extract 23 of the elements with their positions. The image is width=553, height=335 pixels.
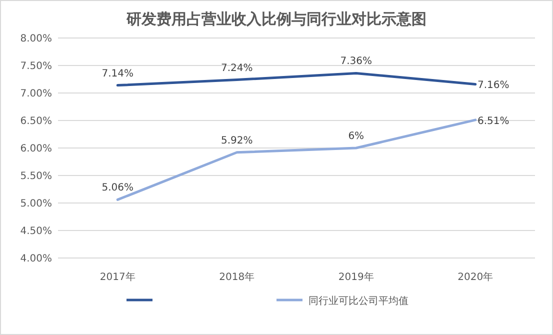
y-tick-label: 7.50% bbox=[20, 61, 52, 72]
y-tick-label: 6.50% bbox=[20, 116, 52, 127]
chart-title: 研发费用占营业收入比例与同行业对比示意图 bbox=[126, 10, 426, 28]
data-label: 7.16% bbox=[477, 80, 510, 92]
y-tick-label: 5.00% bbox=[20, 198, 52, 210]
legend-label: 同行业可比公司平均值 bbox=[308, 295, 408, 307]
data-label: 6.51% bbox=[477, 116, 510, 127]
y-tick-label: 4.00% bbox=[20, 254, 52, 264]
y-tick-label: 7.00% bbox=[20, 88, 52, 100]
x-tick-label: 2017年 bbox=[100, 271, 136, 283]
x-tick-label: 2018年 bbox=[219, 271, 255, 283]
x-tick-label: 2019年 bbox=[338, 271, 374, 283]
y-tick-label: 4.50% bbox=[20, 226, 52, 237]
data-label: 6% bbox=[348, 131, 364, 142]
data-label: 5.92% bbox=[220, 135, 253, 146]
y-tick-label: 8.00% bbox=[20, 34, 52, 44]
data-label: 7.36% bbox=[340, 56, 372, 68]
data-label: 7.24% bbox=[220, 62, 253, 74]
data-label: 7.14% bbox=[102, 68, 134, 80]
x-tick-label: 2020年 bbox=[458, 271, 494, 283]
y-tick-label: 6.00% bbox=[20, 144, 52, 154]
y-tick-label: 5.50% bbox=[20, 171, 52, 182]
data-label: 5.06% bbox=[102, 182, 134, 194]
